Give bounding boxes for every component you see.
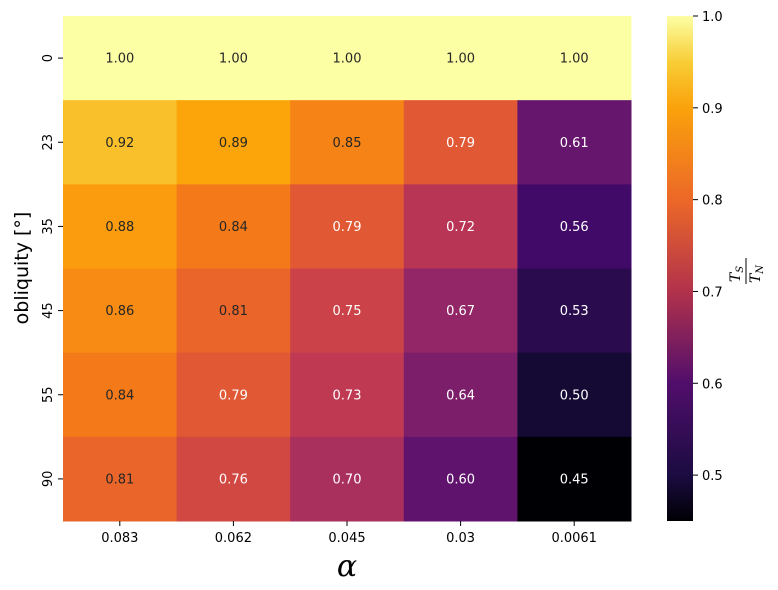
heatmap-cell [403,436,518,522]
cell-value-label: 0.60 [446,472,475,487]
heatmap-cell [403,352,518,438]
cell-value-label: 0.50 [560,388,589,403]
heatmap-cell [176,16,291,101]
cell-value-label: 0.79 [219,388,248,403]
heatmap-cell [63,352,178,438]
cell-value-label: 1.00 [105,52,134,67]
x-tick-label: 0.03 [446,531,475,546]
cell-value-label: 0.92 [105,136,134,151]
y-tick-label: 35 [41,218,56,235]
heatmap-cell [176,100,291,185]
heatmap-cell [517,352,632,438]
heatmap-cell [290,16,405,101]
heatmap-cell [63,100,178,185]
heatmap-cell [63,184,178,269]
heatmap-cell [517,436,632,522]
heatmap-cell [290,184,405,269]
heatmap-cell [517,268,632,354]
heatmap-cell [403,100,518,185]
heatmap-cell [517,184,632,269]
cell-value-label: 0.67 [446,304,475,319]
y-tick-label: 45 [41,302,56,319]
cell-value-label: 0.61 [560,136,589,151]
heatmap-cell [63,16,178,101]
heatmap-cell [63,268,178,354]
cell-value-label: 1.00 [560,52,589,67]
x-tick-label: 0.0061 [551,531,597,546]
heatmap-cell [290,436,405,522]
cell-value-label: 0.88 [105,220,134,235]
cell-value-label: 0.76 [219,472,248,487]
colorbar-tick-label: 0.5 [702,469,723,484]
y-tick-label: 55 [41,386,56,403]
heatmap-cell [176,268,291,354]
cell-value-label: 0.45 [560,472,589,487]
colorbar-tick-label: 0.9 [702,102,723,117]
heatmap-cell [63,436,178,522]
cell-value-label: 1.00 [219,52,248,67]
svg-text:TN: TN [748,264,766,283]
heatmap-cell [517,16,632,101]
colorbar-tick-label: 0.8 [702,194,723,209]
y-tick-label: 0 [41,54,56,62]
cell-value-label: 0.53 [560,304,589,319]
colorbar-tick-label: 0.7 [702,285,723,300]
colorbar-label-den: T [748,272,764,283]
colorbar-ticks: 0.5 0.6 0.7 0.8 0.9 1.0 [693,10,723,484]
y-tick-label: 23 [41,134,56,151]
cell-value-label: 0.79 [446,136,475,151]
colorbar-tick-label: 1.0 [702,10,723,25]
heatmap-cell [176,184,291,269]
colorbar-label-num-sub: S [735,266,746,273]
cell-value-label: 0.73 [333,388,362,403]
cell-value-label: 0.81 [219,304,248,319]
x-tick-label: 0.045 [328,531,365,546]
cell-value-label: 0.79 [333,220,362,235]
heatmap-cells [63,16,632,522]
cell-value-label: 0.56 [560,220,589,235]
heatmap-cell [403,268,518,354]
cell-value-label: 0.84 [105,388,134,403]
colorbar-label-den-sub: N [755,264,766,275]
svg-text:TS: TS [728,266,746,282]
x-axis-label: α [337,549,357,584]
colorbar-label-num: T [728,271,744,282]
x-tick-label: 0.062 [215,531,252,546]
cell-value-label: 1.00 [446,52,475,67]
cell-value-label: 1.00 [333,52,362,67]
heatmap-cell [403,16,518,101]
axes: 0.083 0.062 0.045 0.03 0.0061 0 23 35 45 55 90 [41,54,597,546]
heatmap-cell [290,268,405,354]
cell-value-label: 0.72 [446,220,475,235]
cell-value-label: 0.75 [333,304,362,319]
colorbar-tick-label: 0.6 [702,377,723,392]
cell-value-label: 0.81 [105,472,134,487]
heatmap-cell [403,184,518,269]
heatmap-cell [176,436,291,522]
colorbar-label: TS TN [728,258,766,284]
cell-value-label: 0.70 [333,472,362,487]
cell-value-label: 0.85 [333,136,362,151]
cell-value-label: 0.86 [105,304,134,319]
heatmap-cell [176,352,291,438]
cell-value-label: 0.89 [219,136,248,151]
y-axis-label: obliquity [°] [11,212,33,325]
x-tick-label: 0.083 [101,531,138,546]
colorbar [667,16,693,521]
cell-value-labels: 1.00 1.00 1.00 1.00 1.00 0.92 0.89 0.85 0.79 0.61… [105,52,588,488]
y-tick-label: 90 [41,471,56,488]
cell-value-label: 0.64 [446,388,475,403]
heatmap-cell [290,100,405,185]
cell-value-label: 0.84 [219,220,248,235]
heatmap-cell [517,100,632,185]
heatmap-cell [290,352,405,438]
